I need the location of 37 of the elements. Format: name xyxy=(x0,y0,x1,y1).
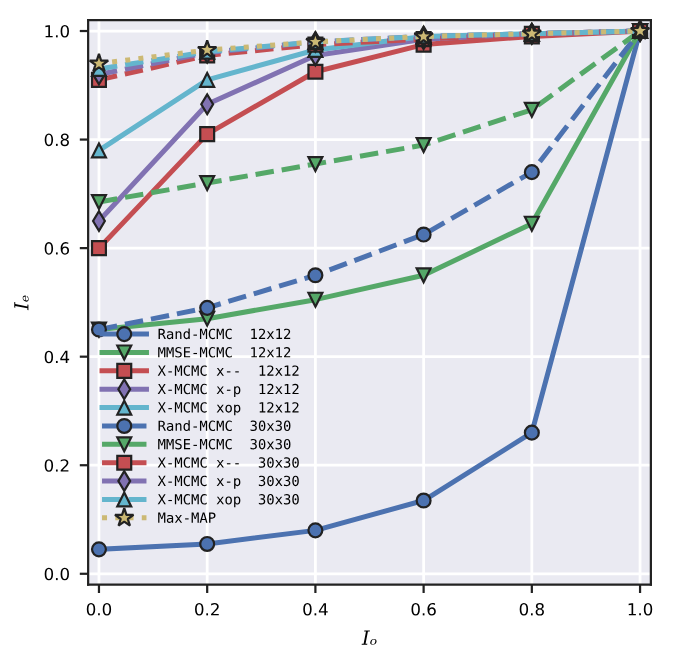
point xyxy=(307,291,324,308)
y-tick-label: 0.0 xyxy=(44,567,69,581)
x-tick-label: 1.0 xyxy=(628,602,653,616)
point xyxy=(307,63,324,80)
point xyxy=(90,240,108,257)
y-tick-label: 0.2 xyxy=(44,459,69,472)
point xyxy=(199,535,216,552)
point xyxy=(523,215,540,232)
point xyxy=(307,155,324,173)
point xyxy=(415,136,432,154)
y-axis-title: Iₑ xyxy=(14,295,29,311)
point xyxy=(199,174,216,192)
point xyxy=(90,193,108,211)
y-tick-label: 0.8 xyxy=(44,133,69,147)
x-tick-label: 0.8 xyxy=(519,602,544,616)
point xyxy=(90,142,108,159)
x-tick-label: 0.2 xyxy=(195,602,219,616)
point xyxy=(523,101,540,118)
y-tick-label: 1.0 xyxy=(45,24,69,38)
x-axis-title: Iₒ xyxy=(361,630,377,645)
x-tick-label: 0.6 xyxy=(411,602,436,616)
point xyxy=(307,522,324,539)
point xyxy=(199,126,216,143)
point xyxy=(523,164,540,181)
point xyxy=(415,226,432,243)
x-tick-label: 0.0 xyxy=(86,602,112,616)
y-tick-label: 0.6 xyxy=(44,242,70,255)
point xyxy=(307,267,324,284)
point xyxy=(199,71,216,88)
y-tick-label: 0.4 xyxy=(44,350,70,364)
point xyxy=(90,541,108,558)
point xyxy=(415,492,432,509)
point xyxy=(199,299,216,316)
point xyxy=(88,52,110,73)
x-tick-label: 0.4 xyxy=(303,602,328,616)
point xyxy=(415,267,432,284)
point xyxy=(523,424,540,441)
